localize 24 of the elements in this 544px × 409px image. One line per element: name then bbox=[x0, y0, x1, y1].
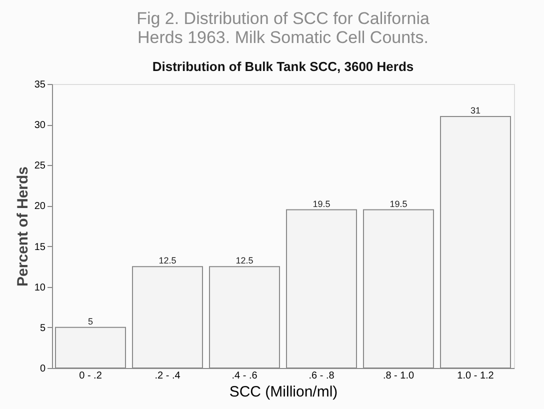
y-tick-label: 20 bbox=[34, 201, 46, 212]
x-tick-label: .2 - .4 bbox=[154, 370, 181, 382]
data-label: 19.5 bbox=[390, 198, 408, 209]
x-tick-label: .8 - 1.0 bbox=[382, 370, 414, 382]
y-tick-label: 35 bbox=[34, 80, 46, 90]
y-tick-label: 30 bbox=[34, 120, 46, 132]
y-axis-title: Percent of Herds bbox=[14, 166, 32, 287]
x-tick-label: 1.0 - 1.2 bbox=[457, 370, 494, 382]
chart-title: Fig 2. Distribution of SCC for California Herds 1963. Milk Somatic Cell Counts. bbox=[136, 9, 430, 47]
chart-subtitle: Distribution of Bulk Tank SCC, 3600 Herds bbox=[152, 59, 414, 74]
y-tick-label: 15 bbox=[34, 242, 46, 253]
x-tick-label: 0 - .2 bbox=[79, 370, 102, 382]
x-axis-title: SCC (Million/ml) bbox=[229, 384, 338, 400]
y-tick-label: 10 bbox=[34, 282, 46, 294]
data-label: 5 bbox=[88, 316, 94, 326]
data-label: 19.5 bbox=[312, 198, 330, 209]
data-label: 12.5 bbox=[158, 256, 176, 266]
data-label: 31 bbox=[470, 105, 481, 116]
data-label: 12.5 bbox=[236, 256, 254, 266]
x-tick-label: .6 - .8 bbox=[308, 370, 335, 382]
y-tick-label: 0 bbox=[40, 364, 46, 374]
y-tick-label: 5 bbox=[40, 322, 46, 334]
y-tick-label: 25 bbox=[34, 160, 46, 172]
x-tick-label: .4 - .6 bbox=[232, 370, 258, 382]
